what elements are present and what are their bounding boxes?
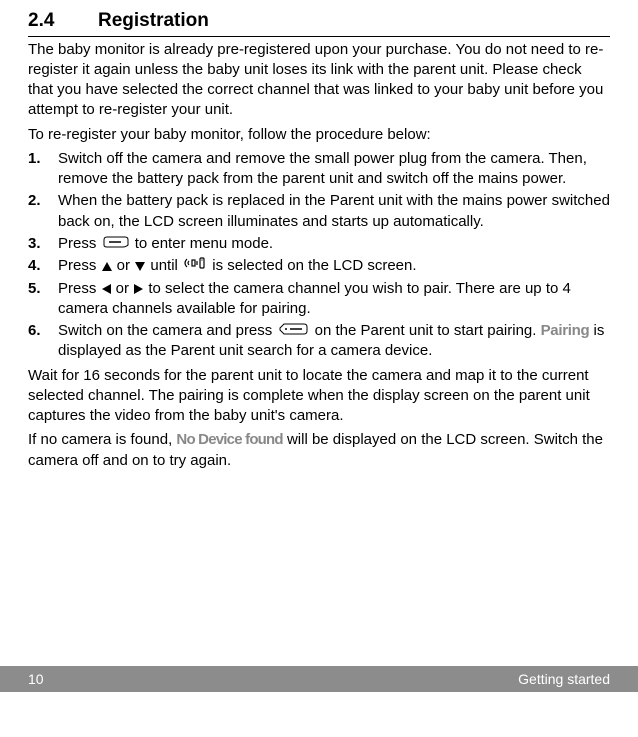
step-number: 4. bbox=[28, 256, 58, 276]
no-device-text: No Device found bbox=[176, 431, 282, 448]
step-text: Press or until is selected on th bbox=[58, 256, 610, 276]
pairing-status-text: Pairing bbox=[541, 322, 590, 339]
step-number: 3. bbox=[28, 234, 58, 254]
section-number: 2.4 bbox=[28, 8, 98, 34]
step-6: 6. Switch on the camera and press on the… bbox=[28, 321, 610, 362]
pair-icon bbox=[184, 256, 206, 276]
step-text: Press to enter menu mode. bbox=[58, 234, 610, 254]
step-2: 2. When the battery pack is replaced in … bbox=[28, 191, 610, 232]
down-arrow-icon bbox=[135, 262, 145, 271]
step-text: Press or to select the camera channel yo… bbox=[58, 279, 610, 320]
step-number: 1. bbox=[28, 149, 58, 169]
intro-paragraph-2: To re-register your baby monitor, follow… bbox=[28, 125, 610, 145]
step-5: 5. Press or to select the camera channel… bbox=[28, 279, 610, 320]
intro-paragraph-1: The baby monitor is already pre-register… bbox=[28, 40, 610, 121]
footer-section: Getting started bbox=[518, 670, 610, 689]
step-4: 4. Press or until bbox=[28, 256, 610, 276]
after-paragraph-1: Wait for 16 seconds for the parent unit … bbox=[28, 366, 610, 427]
step-number: 6. bbox=[28, 321, 58, 341]
after-paragraph-2: If no camera is found, No Device found w… bbox=[28, 430, 610, 471]
ok-key-icon bbox=[278, 321, 308, 341]
section-title: Registration bbox=[98, 10, 209, 31]
manual-page: 2.4Registration The baby monitor is alre… bbox=[0, 0, 638, 471]
menu-key-icon bbox=[103, 234, 129, 254]
right-arrow-icon bbox=[134, 284, 143, 294]
procedure-list: 1. Switch off the camera and remove the … bbox=[28, 149, 610, 362]
step-number: 5. bbox=[28, 279, 58, 299]
step-text: When the battery pack is replaced in the… bbox=[58, 191, 610, 232]
step-3: 3. Press to enter menu mode. bbox=[28, 234, 610, 254]
section-heading: 2.4Registration bbox=[28, 8, 610, 37]
step-number: 2. bbox=[28, 191, 58, 211]
step-text: Switch on the camera and press on the Pa… bbox=[58, 321, 610, 362]
step-1: 1. Switch off the camera and remove the … bbox=[28, 149, 610, 190]
left-arrow-icon bbox=[102, 284, 111, 294]
up-arrow-icon bbox=[102, 262, 112, 271]
step-text: Switch off the camera and remove the sma… bbox=[58, 149, 610, 190]
page-footer: 10 Getting started bbox=[0, 666, 638, 692]
page-number: 10 bbox=[28, 670, 44, 689]
